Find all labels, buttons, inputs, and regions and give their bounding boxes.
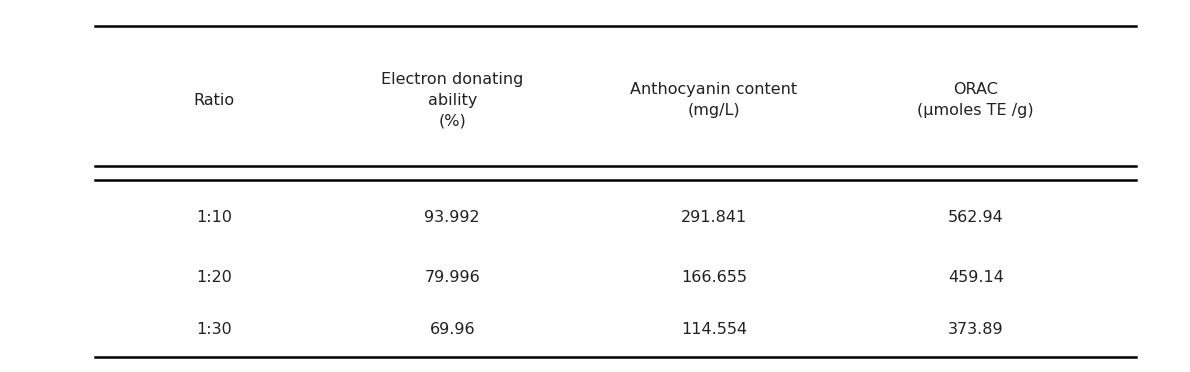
Text: 562.94: 562.94 — [948, 210, 1003, 225]
Text: 373.89: 373.89 — [948, 322, 1003, 337]
Text: 166.655: 166.655 — [681, 270, 747, 285]
Text: ORAC
(μmoles TE /g): ORAC (μmoles TE /g) — [917, 83, 1034, 118]
Text: 1:20: 1:20 — [196, 270, 232, 285]
Text: 69.96: 69.96 — [430, 322, 475, 337]
Text: 79.996: 79.996 — [425, 270, 480, 285]
Text: 1:10: 1:10 — [196, 210, 232, 225]
Text: 1:30: 1:30 — [196, 322, 232, 337]
Text: 459.14: 459.14 — [948, 270, 1003, 285]
Text: Ratio: Ratio — [194, 93, 234, 108]
Text: 93.992: 93.992 — [425, 210, 480, 225]
Text: Electron donating
ability
(%): Electron donating ability (%) — [381, 72, 524, 129]
Text: 291.841: 291.841 — [681, 210, 747, 225]
Text: Anthocyanin content
(mg/L): Anthocyanin content (mg/L) — [631, 83, 797, 118]
Text: 114.554: 114.554 — [681, 322, 747, 337]
